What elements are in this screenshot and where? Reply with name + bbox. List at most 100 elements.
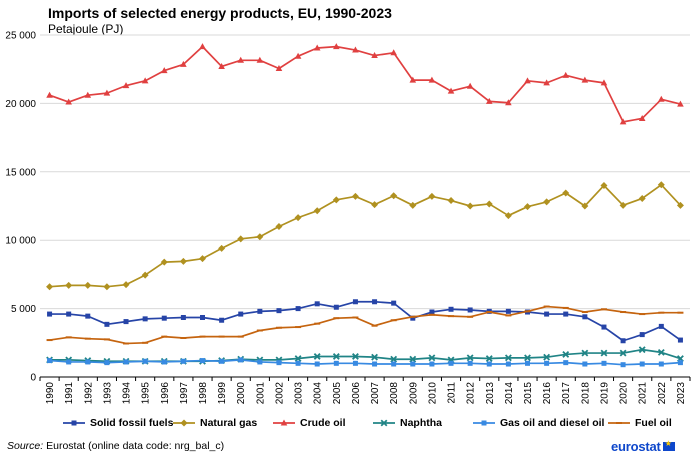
data-point-naphtha	[466, 354, 474, 362]
data-point-natural-gas	[313, 207, 321, 215]
y-tick-label: 15 000	[5, 167, 36, 178]
data-point-crude-oil	[677, 100, 684, 107]
data-point-natural-gas	[409, 201, 417, 209]
data-point-naphtha	[600, 349, 608, 357]
data-point-crude-oil	[46, 91, 53, 98]
legend-item-naphtha: Naphtha	[372, 417, 442, 429]
series-layer	[46, 43, 684, 368]
legend-label: Natural gas	[200, 417, 258, 429]
data-point-gas-oil-and-diesel-oil	[410, 361, 416, 367]
data-point-natural-gas	[524, 203, 531, 211]
data-point-gas-oil-and-diesel-oil	[639, 361, 645, 367]
data-point-natural-gas	[351, 192, 359, 200]
data-point-crude-oil	[466, 82, 474, 89]
data-point-gas-oil-and-diesel-oil	[658, 361, 664, 367]
data-point-natural-gas	[562, 189, 570, 197]
data-point-natural-gas	[179, 257, 187, 265]
data-point-naphtha	[390, 355, 398, 363]
data-point-natural-gas	[600, 181, 608, 189]
data-point-gas-oil-and-diesel-oil	[104, 360, 110, 366]
data-point-crude-oil	[524, 77, 531, 84]
data-point-gas-oil-and-diesel-oil	[219, 358, 225, 364]
data-point-crude-oil	[294, 52, 302, 59]
x-tick-label: 2020	[619, 382, 630, 405]
data-point-solid-fossil-fuels	[238, 311, 244, 317]
data-point-naphtha	[409, 355, 417, 363]
data-point-gas-oil-and-diesel-oil	[180, 358, 186, 364]
series-crude-oil	[46, 43, 684, 125]
legend-swatch-marker	[180, 419, 188, 427]
x-tick-label: 2012	[466, 382, 477, 405]
legend-label: Crude oil	[300, 417, 346, 429]
x-tick-label: 2010	[427, 382, 438, 405]
data-point-naphtha	[562, 350, 570, 358]
data-point-crude-oil	[543, 79, 550, 86]
chart-legend: Solid fossil fuels Natural gas Crude oil Na…	[62, 417, 700, 433]
data-point-solid-fossil-fuels	[295, 306, 301, 312]
data-point-crude-oil	[218, 62, 225, 69]
data-point-gas-oil-and-diesel-oil	[295, 360, 301, 366]
line-chart: 0 5 000 10 000 15 000 20 000 25 000 1990 1991 19…	[5, 31, 691, 405]
data-point-gas-oil-and-diesel-oil	[47, 358, 53, 364]
data-point-solid-fossil-fuels	[257, 308, 263, 314]
x-tick-label: 1997	[179, 382, 190, 405]
data-point-gas-oil-and-diesel-oil	[257, 359, 263, 365]
legend-swatch-marker	[481, 420, 487, 426]
data-point-gas-oil-and-diesel-oil	[123, 359, 129, 365]
series-line-fuel-oil	[49, 305, 681, 345]
data-point-natural-gas	[504, 212, 512, 220]
data-point-natural-gas	[676, 201, 684, 209]
series-line-natural-gas	[49, 183, 682, 288]
x-tick-label: 2006	[351, 382, 362, 405]
y-tick-label: 0	[30, 373, 36, 384]
y-tick-label: 10 000	[5, 236, 36, 247]
data-point-solid-fossil-fuels	[677, 337, 683, 343]
data-point-crude-oil	[160, 67, 168, 74]
data-point-crude-oil	[180, 60, 187, 67]
data-point-solid-fossil-fuels	[410, 315, 416, 321]
legend-swatch-crude-oil	[273, 419, 295, 426]
data-point-crude-oil	[447, 87, 455, 94]
data-point-solid-fossil-fuels	[47, 311, 53, 317]
data-point-gas-oil-and-diesel-oil	[200, 358, 205, 364]
x-tick-label: 2011	[447, 382, 458, 404]
source-label: Source:	[7, 440, 44, 452]
source-note: Source: Eurostat (online data code: nrg_…	[7, 440, 224, 452]
chart-subtitle: Petajoule (PJ)	[48, 22, 124, 36]
data-point-natural-gas	[275, 223, 283, 231]
data-point-natural-gas	[371, 201, 379, 209]
data-point-crude-oil	[658, 95, 665, 102]
data-point-natural-gas	[141, 271, 149, 279]
x-tick-label: 1996	[160, 382, 171, 405]
data-point-natural-gas	[390, 192, 398, 200]
legend-item-gas-oil-and-diesel-oil: Gas oil and diesel oil	[472, 417, 604, 429]
data-point-naphtha	[313, 353, 321, 360]
data-point-solid-fossil-fuels	[582, 314, 588, 320]
data-point-crude-oil	[390, 49, 397, 56]
data-point-solid-fossil-fuels	[314, 301, 320, 307]
data-point-gas-oil-and-diesel-oil	[448, 360, 454, 366]
data-point-solid-fossil-fuels	[219, 317, 225, 323]
data-point-solid-fossil-fuels	[429, 309, 435, 315]
x-tick-label: 2021	[638, 382, 649, 405]
data-point-natural-gas	[160, 258, 168, 266]
legend-swatch-marker	[280, 419, 288, 426]
data-point-gas-oil-and-diesel-oil	[563, 360, 569, 366]
data-point-naphtha	[294, 355, 302, 362]
data-point-gas-oil-and-diesel-oil	[620, 362, 626, 368]
series-line-crude-oil	[49, 45, 681, 123]
data-point-crude-oil	[371, 52, 378, 59]
x-tick-label: 1991	[64, 382, 75, 405]
series-solid-fossil-fuels	[47, 299, 683, 344]
x-tick-label: 1994	[122, 382, 133, 405]
x-tick-label: 2015	[523, 382, 534, 405]
data-point-naphtha	[428, 354, 436, 362]
y-tick-label: 25 000	[5, 31, 36, 42]
eurostat-logo: eurostat	[611, 439, 675, 454]
data-point-solid-fossil-fuels	[352, 299, 358, 305]
data-point-gas-oil-and-diesel-oil	[238, 357, 244, 363]
data-point-crude-oil	[84, 91, 92, 98]
legend-swatch-gas-oil-and-diesel-oil	[473, 420, 495, 426]
data-point-gas-oil-and-diesel-oil	[352, 360, 358, 366]
data-point-natural-gas	[447, 197, 455, 205]
